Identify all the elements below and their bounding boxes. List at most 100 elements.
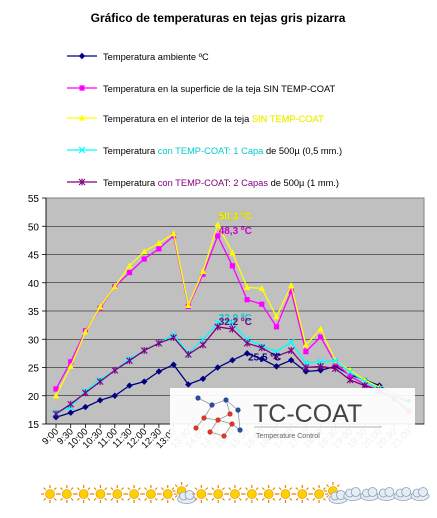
sun-disc — [297, 489, 308, 499]
data-point — [244, 297, 250, 303]
legend-label-part: Temperatura — [103, 178, 158, 188]
data-point — [273, 324, 280, 330]
data-point — [141, 378, 148, 385]
y-tick-label: 45 — [28, 251, 40, 262]
sun-ray — [326, 484, 330, 488]
sun-ray — [70, 487, 74, 491]
data-point — [287, 338, 295, 346]
sun-disc — [162, 489, 173, 499]
logo-network-icon — [193, 395, 243, 439]
data-point — [199, 268, 207, 275]
data-point — [111, 283, 118, 290]
sun-icon — [259, 485, 278, 503]
tc-coat-logo: TC-COAT Temperature Control — [170, 388, 415, 450]
data-point — [331, 357, 339, 365]
logo-node — [215, 417, 221, 423]
data-point — [346, 376, 354, 384]
legend-label-part: con TEMP-COAT: 2 Capas — [158, 178, 269, 188]
cloud-icon — [376, 487, 396, 501]
data-point — [243, 350, 251, 357]
data-point — [82, 403, 89, 411]
legend-label-4: Temperatura con TEMP-COAT: 1 Capa de 500… — [103, 146, 342, 156]
sun-icon — [310, 485, 329, 503]
sun-ray — [222, 487, 225, 491]
data-point — [170, 334, 177, 342]
sun-disc — [213, 489, 223, 499]
data-point — [288, 282, 295, 289]
cloud-puff — [367, 487, 378, 497]
sun-ray — [255, 487, 259, 491]
sun-ray — [194, 497, 198, 501]
sun-ray — [194, 487, 198, 491]
data-point — [141, 256, 147, 262]
data-point — [215, 233, 221, 239]
legend-marker-5 — [78, 178, 86, 186]
data-point — [126, 357, 133, 365]
logo-node — [223, 397, 229, 403]
data-point — [214, 323, 222, 331]
sun-icon — [276, 485, 295, 503]
data-point — [199, 375, 207, 382]
sun-ray — [289, 487, 293, 491]
legend-label-part: con TEMP-COAT: 1 Capa — [158, 146, 264, 156]
sun-ray — [295, 497, 299, 501]
legend-label-part: Temperatura ambiente ºC — [103, 52, 209, 62]
annotation-label: 32,9 ºC — [219, 313, 252, 324]
annotation-label: 25,5 ºC — [248, 353, 281, 364]
data-point — [317, 362, 324, 370]
y-tick-label: 15 — [28, 420, 40, 431]
chart-title: Gráfico de temperaturas en tejas gris pi… — [91, 11, 346, 25]
sun-ray — [154, 497, 158, 501]
data-point — [199, 335, 207, 343]
cloud-puff — [418, 487, 428, 497]
sun-icon — [57, 485, 76, 503]
sun-ray — [295, 487, 299, 491]
data-point — [214, 221, 221, 228]
data-point — [258, 344, 266, 352]
sun-ray — [228, 487, 232, 491]
legend-label-part: Temperatura en la superficie de la teja … — [103, 84, 335, 94]
sun-ray — [336, 484, 340, 488]
logo-node — [209, 402, 215, 408]
data-point — [111, 392, 118, 399]
sun-ray — [289, 497, 293, 501]
sun-icon — [141, 485, 160, 503]
legend-marker-4 — [78, 146, 86, 154]
data-point — [140, 347, 148, 355]
sun-ray — [127, 487, 131, 491]
sun-ray — [93, 487, 97, 491]
data-point — [317, 325, 324, 332]
sun-disc — [146, 489, 156, 499]
logo-node — [235, 407, 241, 413]
sun-disc — [280, 489, 291, 499]
sun-disc — [247, 489, 257, 499]
cloud-puff — [184, 490, 195, 500]
sun-ray — [312, 487, 316, 491]
sun-ray — [70, 497, 74, 501]
data-point — [243, 339, 251, 347]
sun-icon — [242, 485, 261, 503]
sun-ray — [326, 494, 330, 498]
data-point — [229, 263, 235, 269]
sun-ray — [43, 497, 47, 501]
sun-ray — [306, 487, 310, 491]
sun-disc — [263, 489, 274, 499]
sun-icon — [158, 485, 177, 503]
sun-ray — [87, 487, 91, 491]
cloud-icon — [343, 487, 363, 501]
sun-ray — [127, 497, 131, 501]
sun-ray — [174, 494, 178, 498]
data-point — [258, 285, 265, 291]
data-point — [228, 320, 236, 327]
data-point — [214, 364, 221, 371]
data-point — [287, 347, 295, 355]
data-point — [67, 362, 74, 369]
data-point — [170, 230, 177, 237]
logo-node — [201, 415, 207, 421]
cloud-puff — [350, 487, 361, 497]
sun-disc — [314, 489, 324, 499]
data-point — [303, 349, 309, 355]
data-point — [67, 400, 75, 408]
